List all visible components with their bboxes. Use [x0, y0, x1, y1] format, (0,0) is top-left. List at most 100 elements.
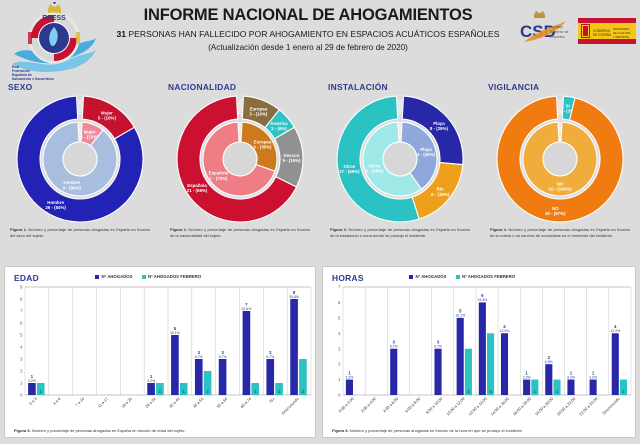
- donut-inner-label: Otros: [369, 163, 381, 168]
- legend-item[interactable]: Nº AHOGADOS FEBRERO: [455, 274, 515, 279]
- donut-chart[interactable]: Mujer 5 - (16%) Hombre 26 - (84%) Mujer 1 - (…: [14, 93, 146, 225]
- bar-febrero[interactable]: [487, 333, 495, 395]
- bar-febrero-value-label: 1: [556, 389, 559, 394]
- y-axis-tick: 1: [338, 377, 341, 382]
- legend-item[interactable]: Nº AHOGADOS: [409, 274, 447, 279]
- bar-total[interactable]: [611, 333, 619, 395]
- bar-total[interactable]: [345, 379, 353, 395]
- donut-outer-slice[interactable]: [496, 95, 624, 223]
- bar-febrero[interactable]: [275, 383, 283, 395]
- x-axis-tick-label: 4:00 a 6:00: [382, 396, 400, 414]
- donut-slice-value: 5 - (16%): [282, 158, 301, 163]
- bar-febrero[interactable]: [531, 379, 539, 395]
- y-axis-tick: 0: [338, 393, 341, 398]
- donut-slice-value: 5 - (16%): [98, 116, 117, 121]
- bar-febrero[interactable]: [464, 348, 472, 395]
- bar-febrero[interactable]: [299, 359, 307, 395]
- bar-total[interactable]: [523, 379, 531, 395]
- donut-chart[interactable]: Europea 3 - (10%) America 2 - (6%) Descon 5 -…: [174, 93, 306, 225]
- donut-inner-slice[interactable]: [400, 121, 438, 190]
- bar-febrero[interactable]: [619, 379, 628, 395]
- bar-total[interactable]: [28, 383, 36, 395]
- bar-percent-label: 3.2%: [147, 379, 155, 383]
- bar-value-label: 8: [293, 290, 296, 295]
- bar-total[interactable]: [290, 299, 298, 395]
- y-axis-tick: 4: [20, 345, 23, 350]
- x-axis-tick-label: 75+: [268, 396, 277, 405]
- bar-value-label: 3: [221, 350, 224, 355]
- bar-total[interactable]: [500, 333, 509, 395]
- coat-of-arms-icon: [581, 24, 590, 38]
- bar-total[interactable]: [434, 348, 442, 395]
- donut-slice-label: Playa: [433, 121, 445, 126]
- bar-febrero[interactable]: [36, 383, 45, 395]
- donut-inner-slice[interactable]: [42, 121, 118, 197]
- figure-caption-text: Número y porcentaje de personas ahogadas…: [490, 227, 631, 238]
- bar-total[interactable]: [545, 364, 553, 395]
- y-axis-tick: 6: [20, 321, 23, 326]
- bar-value-label: 4: [614, 324, 617, 329]
- donut-chart[interactable]: Playa 8 - (26%) Río 6 - (19%) Otros 17 - (55%…: [334, 93, 466, 225]
- crown-icon-csd: [534, 11, 545, 18]
- donut-slice-label: Mujer: [101, 111, 113, 116]
- bar-value-label: 1: [525, 370, 528, 375]
- x-axis-tick-label: 35 a 44: [168, 396, 181, 409]
- bar-value-label: 3: [198, 350, 201, 355]
- donut-inner-slice[interactable]: [522, 121, 598, 197]
- bar-percent-label: 3.2%: [345, 375, 353, 379]
- bar-total[interactable]: [242, 311, 251, 395]
- bar-total[interactable]: [171, 335, 179, 395]
- wave-shape: [14, 38, 96, 64]
- bar-percent-label: 25.8%: [289, 295, 299, 299]
- svg-text:RFESS: RFESS: [42, 15, 66, 22]
- donut-inner-value: 3 - (30%): [253, 145, 272, 150]
- bar-total[interactable]: [567, 379, 575, 395]
- donut-inner-slice[interactable]: [202, 121, 276, 197]
- bar-total[interactable]: [266, 359, 275, 395]
- bar-total[interactable]: [478, 302, 486, 395]
- y-axis-tick: 7: [20, 309, 23, 314]
- bar-total[interactable]: [456, 317, 464, 395]
- donut-outer-slice[interactable]: [16, 95, 144, 223]
- donut-title: INSTALACIÓN: [328, 82, 388, 92]
- bar-total[interactable]: [218, 359, 227, 395]
- bar-percent-label: 16.1%: [455, 314, 465, 318]
- bar-febrero[interactable]: [179, 383, 188, 395]
- y-axis-tick: 8: [20, 297, 23, 302]
- bar-value-label: 1: [570, 370, 573, 375]
- legend-item[interactable]: Nº AHOGADOS FEBRERO: [141, 274, 201, 279]
- page-title: INFORME NACIONAL DE AHOGAMIENTOS: [143, 6, 473, 24]
- donut-inner-label: NO: [557, 182, 564, 187]
- x-axis-tick-label: Desconocido: [280, 396, 299, 415]
- donut-outer-slice[interactable]: [336, 95, 420, 223]
- bar-febrero[interactable]: [156, 383, 164, 395]
- bar-total[interactable]: [589, 379, 597, 395]
- bar-total[interactable]: [390, 348, 398, 395]
- bar-febrero[interactable]: [553, 379, 561, 395]
- figure-caption: Figura 3. Número y porcentaje de persona…: [330, 227, 470, 239]
- gob-line-4: DE CULTURA: [613, 31, 631, 35]
- donut-slice-value: 8 - (26%): [430, 126, 449, 131]
- donut-chart[interactable]: SI 1 - (3%) NO 30 - (97%) NO 10 - (100%) TOTAL…: [494, 93, 626, 225]
- donut-title: NACIONALIDAD: [168, 82, 237, 92]
- bar-febrero[interactable]: [251, 383, 260, 395]
- bar-total[interactable]: [194, 359, 203, 395]
- bar-percent-label: 6.5%: [545, 360, 553, 364]
- donut-slice-label: SI: [566, 104, 570, 109]
- donut-inner-slice[interactable]: [362, 121, 423, 197]
- donut-slice-value: 21 - (68%): [187, 188, 208, 193]
- x-axis-tick-label: 2:00 a 4:00: [360, 396, 378, 414]
- donut-outer-slice[interactable]: [176, 95, 298, 223]
- donut-inner-value: 9 - (90%): [63, 185, 82, 190]
- donut-inner-label: Playa: [420, 147, 432, 152]
- donut-title: VIGILANCIA: [488, 82, 540, 92]
- legend-item[interactable]: Nº AHOGADOS: [95, 274, 133, 279]
- x-axis-tick-label: 7 a 10: [74, 396, 86, 408]
- bar-febrero[interactable]: [203, 371, 212, 395]
- bar-value-label: 7: [245, 302, 248, 307]
- x-axis-tick-label: 6:00 a 8:00: [404, 396, 422, 414]
- bar-total[interactable]: [147, 383, 155, 395]
- donut-panel-nacionalidad: NACIONALIDAD Europea 3 - (10%) America 2 - (…: [160, 82, 320, 264]
